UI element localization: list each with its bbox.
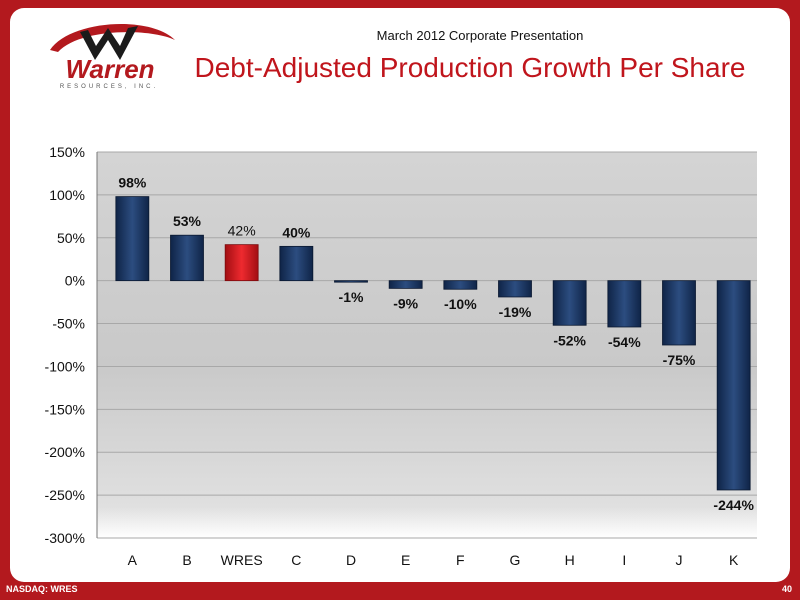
bar-f — [443, 280, 478, 290]
slide-title: Debt-Adjusted Production Growth Per Shar… — [194, 52, 746, 83]
x-tick-label: F — [456, 552, 465, 568]
y-axis: 150% 100% 50% 0% -50% -100% -150% -200% -250% -30… — [45, 144, 98, 546]
data-label: -54% — [608, 334, 641, 350]
bar-k — [716, 280, 751, 491]
bar-c — [279, 245, 314, 282]
plot-area — [97, 152, 757, 538]
data-label: -10% — [444, 296, 477, 312]
data-labels: 98% 53% 42% 40% -1% -9% -10% -19% -52% -54% -75% -2… — [118, 175, 754, 513]
y-tick-label: 50% — [57, 230, 85, 246]
y-tick-label: -50% — [52, 316, 85, 332]
page-number: 40 — [781, 584, 792, 594]
data-label: -52% — [553, 332, 586, 348]
bar-e — [388, 280, 423, 289]
x-tick-label: D — [346, 552, 356, 568]
x-tick-label: H — [565, 552, 575, 568]
gridlines — [97, 151, 757, 539]
y-tick-label: -200% — [45, 444, 85, 460]
bar-wres — [224, 244, 259, 282]
x-tick-label: K — [729, 552, 739, 568]
y-tick-label: 100% — [49, 187, 85, 203]
x-axis: A B WRES C D E F G H I J K — [128, 552, 739, 568]
warren-logo-icon — [50, 23, 175, 60]
y-tick-label: -250% — [45, 487, 85, 503]
y-tick-label: -100% — [45, 358, 85, 374]
bar-i — [607, 280, 642, 328]
bar-a — [115, 196, 150, 282]
data-label: 40% — [282, 224, 311, 240]
data-label: -244% — [713, 497, 754, 513]
x-tick-label: J — [676, 552, 683, 568]
y-tick-label: 0% — [65, 273, 85, 289]
bar-h — [552, 280, 587, 326]
data-label: -1% — [339, 289, 364, 305]
x-tick-label: B — [182, 552, 191, 568]
data-label: 42% — [228, 223, 256, 239]
x-tick-label: I — [622, 552, 626, 568]
x-tick-label: G — [510, 552, 521, 568]
bar-b — [170, 234, 204, 282]
data-label: -9% — [393, 295, 418, 311]
y-tick-label: -300% — [45, 530, 85, 546]
x-tick-label: WRES — [221, 552, 263, 568]
bar-j — [662, 280, 696, 346]
logo-wordmark: Warren — [65, 54, 155, 84]
bars — [115, 196, 751, 491]
x-tick-label: C — [291, 552, 301, 568]
y-tick-label: -150% — [45, 401, 85, 417]
bar-d — [334, 280, 368, 283]
data-label: -19% — [499, 304, 532, 320]
data-label: 53% — [173, 213, 202, 229]
data-label: -75% — [663, 352, 696, 368]
logo-subtext: RESOURCES, INC. — [59, 84, 159, 90]
x-tick-label: E — [401, 552, 410, 568]
bar-g — [498, 280, 532, 298]
ticker-label: NASDAQ: WRES — [6, 584, 78, 594]
data-label: 98% — [118, 175, 147, 191]
y-tick-label: 150% — [49, 144, 85, 160]
x-tick-label: A — [128, 552, 138, 568]
presentation-subtitle: March 2012 Corporate Presentation — [376, 28, 584, 43]
